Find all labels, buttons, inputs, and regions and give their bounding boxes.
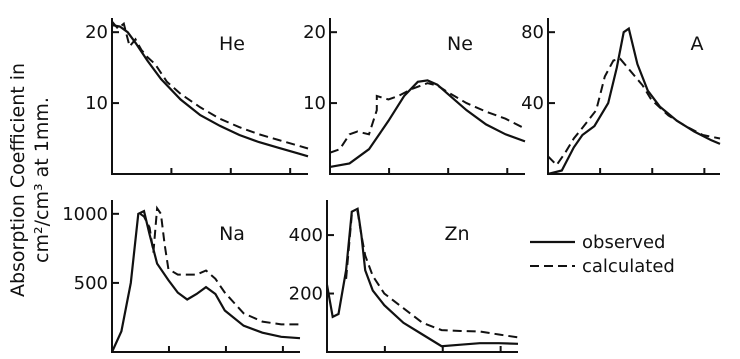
- y-tick-label: 1000: [62, 204, 108, 225]
- series-calculated-a: [547, 57, 721, 167]
- axes-zn: [326, 200, 518, 353]
- y-axis-label-line2: cm²/cm³ at 1mm.: [31, 97, 53, 263]
- y-tick-label: 10: [303, 93, 326, 114]
- panel-zn: 200 400 Zn: [289, 200, 519, 353]
- y-tick-label: 20: [303, 22, 326, 43]
- y-tick-label: 80: [521, 22, 544, 43]
- y-tick-label: 400: [289, 225, 323, 246]
- y-tick-label: 10: [85, 93, 108, 114]
- panel-a: 40 80 A: [521, 18, 721, 176]
- y-tick-label: 20: [85, 22, 108, 43]
- series-observed-a: [547, 26, 721, 176]
- series-calculated-zn: [345, 210, 519, 339]
- axes-ne: [329, 18, 525, 175]
- panel-label-na: Na: [219, 223, 245, 245]
- series-observed-ne: [329, 79, 526, 168]
- panel-label-he: He: [219, 33, 245, 55]
- y-axis-label-line1: Absorption Coefficient in: [7, 63, 29, 297]
- series-observed-he: [111, 24, 309, 158]
- axes-he: [111, 18, 308, 175]
- y-tick-label: 200: [289, 284, 323, 305]
- series-calculated-na: [139, 205, 300, 326]
- panel-na: 500 1000 Na: [62, 200, 301, 353]
- y-tick-label: 40: [521, 93, 544, 114]
- series-observed-zn: [325, 207, 519, 348]
- series-calculated-ne: [329, 82, 526, 154]
- legend-calculated-label: calculated: [582, 256, 675, 277]
- panel-ne: 10 20 Ne: [303, 18, 526, 175]
- series-calculated-he: [111, 20, 309, 150]
- panel-label-zn: Zn: [444, 223, 469, 245]
- axes-na: [111, 200, 300, 353]
- series-observed-na: [110, 209, 301, 353]
- panel-label-a: A: [691, 33, 704, 55]
- y-tick-label: 500: [74, 273, 108, 294]
- legend: observed calculated: [530, 232, 675, 277]
- legend-observed-label: observed: [582, 232, 665, 253]
- panel-he: 10 20 He: [85, 18, 309, 175]
- panel-label-ne: Ne: [447, 33, 473, 55]
